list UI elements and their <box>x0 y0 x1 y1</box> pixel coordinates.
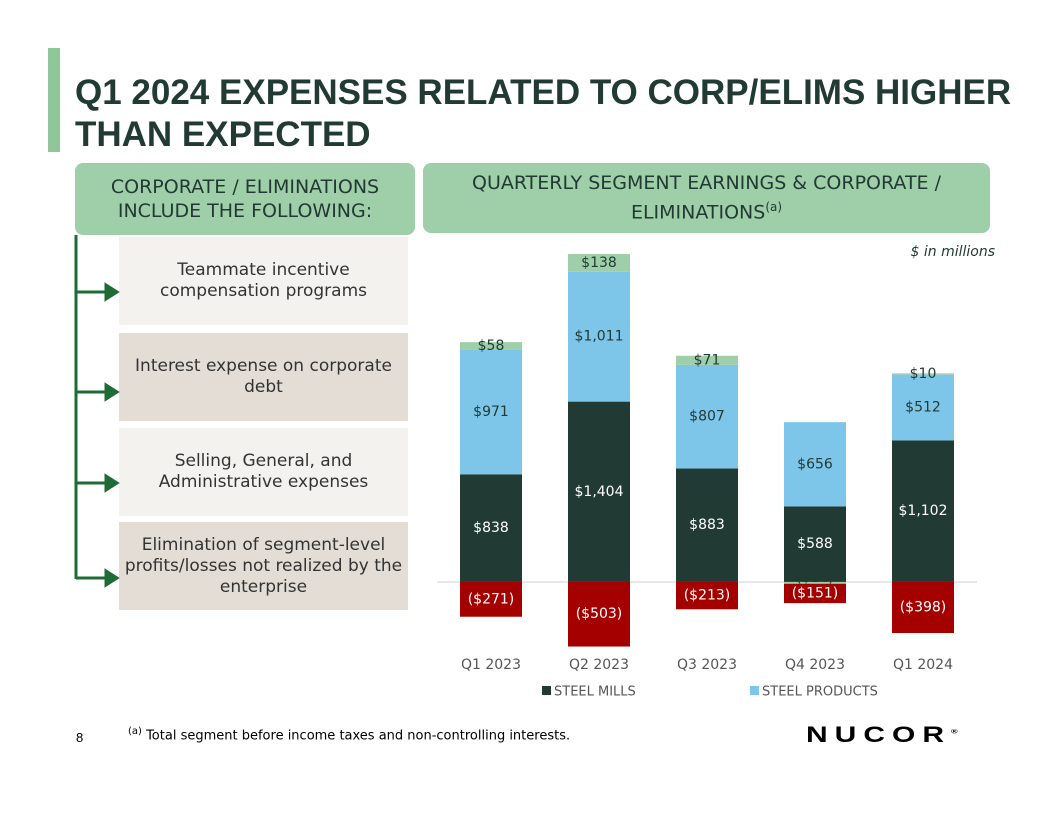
x-tick-label: Q4 2023 <box>785 657 845 673</box>
legend-label: STEEL PRODUCTS <box>762 685 878 700</box>
value-label: $10 <box>910 366 937 382</box>
x-tick-label: Q1 2023 <box>461 657 521 673</box>
x-tick-label: Q3 2023 <box>677 657 737 673</box>
logo-mark: ® <box>951 727 958 736</box>
value-label: $807 <box>689 409 725 425</box>
item: Selling, General, and Administrative exp… <box>119 428 408 516</box>
bar-segment <box>460 342 522 350</box>
value-label: ($151) <box>792 585 839 601</box>
bar-segment <box>676 468 738 582</box>
bar-segment <box>892 581 954 634</box>
page-number: 8 <box>76 730 84 745</box>
slide-title: Q1 2024 EXPENSES RELATED TO CORP/ELIMS H… <box>75 73 1012 154</box>
left-header-text: CORPORATE / ELIMINATIONS INCLUDE THE FOL… <box>110 176 380 222</box>
bracket <box>74 235 120 588</box>
x-tick-label: Q2 2023 <box>569 657 629 673</box>
value-label: $1,102 <box>899 503 948 519</box>
bar-segment <box>676 364 738 469</box>
item: Interest expense on corporate debt <box>119 333 408 421</box>
bar-segment <box>568 271 630 402</box>
value-label: $138 <box>581 255 617 271</box>
bar-segment <box>460 349 522 475</box>
bar-segment <box>784 581 846 584</box>
value-label: ($398) <box>900 599 947 615</box>
value-label: ($271) <box>468 591 515 607</box>
value-label: $1,404 <box>575 484 624 500</box>
legend-label: STEEL MILLS <box>554 685 636 700</box>
bar-segment <box>568 254 630 272</box>
accent-bar <box>48 48 60 152</box>
value-label: $656 <box>797 456 833 472</box>
value-label: $58 <box>478 338 505 354</box>
bar-segment <box>892 440 954 582</box>
item: Teammate incentive compensation programs <box>119 237 408 325</box>
item-text: Teammate incentive compensation programs <box>160 260 367 301</box>
legend-swatch <box>750 686 759 695</box>
left-header: CORPORATE / ELIMINATIONS INCLUDE THE FOL… <box>75 163 415 235</box>
value-label: ($213) <box>684 588 731 604</box>
value-label: $512 <box>905 400 941 416</box>
bar-segment <box>784 422 846 507</box>
value-label: $71 <box>694 352 721 368</box>
x-tick-label: Q1 2024 <box>893 657 953 673</box>
bar-segment <box>676 581 738 610</box>
chart-subtitle: $ in millions <box>911 244 996 260</box>
chart-title-note: (a) <box>765 200 783 215</box>
value-label: $883 <box>689 517 725 533</box>
bar-segment <box>676 355 738 365</box>
bar-segment <box>784 506 846 582</box>
value-label: ($503) <box>576 606 623 622</box>
bar-segment <box>460 581 522 617</box>
item-text: Elimination of segment-level profits/los… <box>124 534 403 597</box>
chart-header: QUARTERLY SEGMENT EARNINGS & CORPORATE /… <box>423 163 990 233</box>
logo-text: NUCOR <box>806 722 951 747</box>
logo: NUCOR® <box>806 722 958 748</box>
footnote-text: Total segment before income taxes and no… <box>146 728 571 744</box>
bar-segment <box>892 373 954 375</box>
chart: $ in millions $838 $971 $58 ($271) Q1 2023 $1… <box>437 244 996 700</box>
value-label: $1,011 <box>575 329 624 345</box>
footnote-marker: (a) <box>128 726 142 737</box>
value-label: $588 <box>797 536 833 552</box>
legend-swatch <box>542 686 551 695</box>
footnote: (a) Total segment before income taxes an… <box>128 726 570 743</box>
bar-segment <box>784 583 846 604</box>
bar-segment <box>568 401 630 582</box>
value-label: $971 <box>473 404 509 420</box>
bar-segment <box>568 581 630 647</box>
bar-segment <box>460 474 522 582</box>
item-text: Interest expense on corporate debt <box>135 356 392 397</box>
chart-title: QUARTERLY SEGMENT EARNINGS & CORPORATE /… <box>472 172 941 224</box>
item-text: Selling, General, and Administrative exp… <box>158 451 369 492</box>
value-label: $838 <box>473 520 509 536</box>
item: Elimination of segment-level profits/los… <box>119 522 408 610</box>
value-label: ($14) <box>796 570 834 586</box>
bar-segment <box>892 374 954 441</box>
